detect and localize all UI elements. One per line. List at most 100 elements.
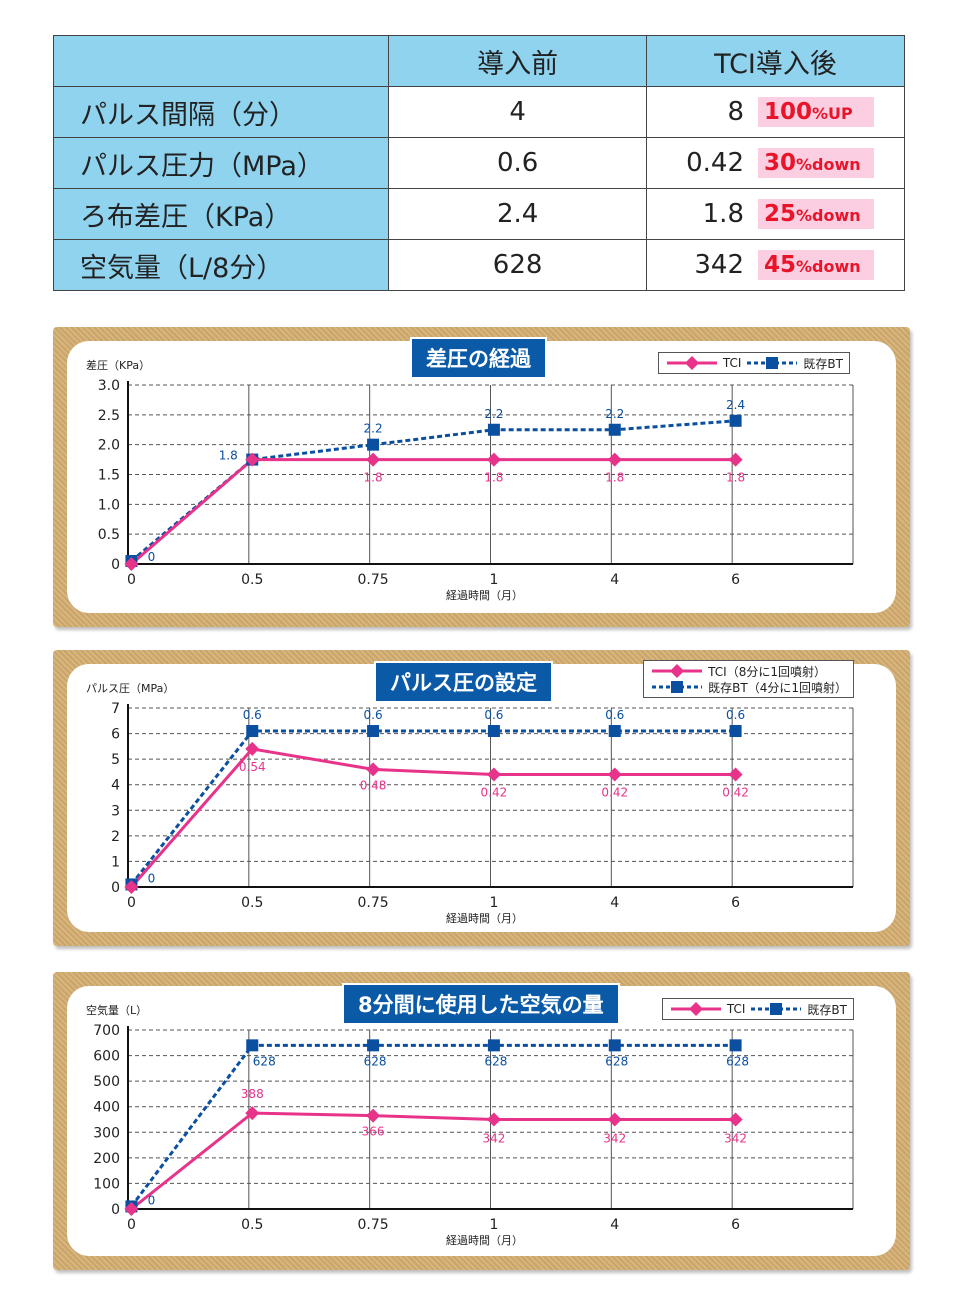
legend-marker-bt: [766, 357, 779, 369]
row-label: パルス圧力（MPa）: [52, 137, 390, 189]
y-tick-label: 6: [111, 727, 120, 743]
legend-marker-tci: [684, 356, 699, 370]
data-label-bt: 2.4: [726, 398, 745, 412]
table-header-before: 導入前: [388, 35, 648, 87]
value-after-cell: 1.8 25%down: [646, 188, 905, 240]
legend-tci-marker: [669, 1001, 723, 1017]
change-badge: 45%down: [758, 250, 874, 280]
data-point-tci: [486, 1112, 501, 1127]
chart-card: [67, 341, 896, 613]
x-tick-label: 0: [127, 895, 136, 911]
x-tick-label: 1: [489, 895, 498, 911]
data-label-tci: 1.8: [364, 471, 383, 485]
series-line-bt: [130, 1043, 736, 1208]
y-tick-label: 1.5: [98, 468, 120, 484]
data-label-tci: 388: [241, 1087, 264, 1101]
series-line-tci: [130, 1111, 736, 1211]
y-tick-label: 400: [93, 1100, 120, 1116]
legend-marker-bt: [671, 681, 684, 693]
table-header-corner: [52, 35, 390, 87]
data-point-tci: [245, 452, 260, 467]
value-before: 0.6: [388, 137, 648, 189]
data-label-tci: 0.48: [360, 778, 387, 792]
x-tick-label: 0.75: [357, 895, 388, 911]
data-label-tci: 0.54: [239, 760, 266, 774]
table-header-row: 導入前 TCI導入後: [52, 35, 905, 87]
data-label-tci: 1.8: [726, 471, 745, 485]
chart-panel-pulse-pressure: パルス圧（MPa） 0 1 2 3 4 5 6 7 0 0.5 0.75 1 4 6 経過時間（月） 0 0.6 0…: [53, 650, 910, 946]
y-tick-label: 200: [93, 1151, 120, 1167]
comparison-table: 導入前 TCI導入後 パルス間隔（分） 4 8 100%UP パルス圧力（MPa…: [52, 35, 905, 291]
y-tick-label: 1.0: [98, 497, 120, 513]
data-point-bt: [246, 725, 259, 738]
x-axis-label: 経過時間（月）: [446, 912, 523, 925]
change-badge: 100%UP: [758, 97, 874, 127]
value-before: 2.4: [388, 188, 648, 240]
legend-tci-label: TCI（8分に1回噴射）: [708, 664, 826, 679]
legend-bt-marker: [650, 679, 704, 695]
chart-card: [67, 986, 896, 1256]
table-row: パルス間隔（分） 4 8 100%UP: [52, 86, 905, 138]
table-row: ろ布差圧（KPa） 2.4 1.8 25%down: [52, 188, 905, 240]
data-label-bt: 628: [253, 1054, 276, 1068]
value-before: 4: [388, 86, 648, 138]
x-tick-label: 0.75: [357, 572, 388, 588]
legend-bt-label: 既存BT: [803, 356, 843, 371]
data-label-bt: 2.2: [364, 422, 383, 436]
chart-legend: TCI 既存BT: [661, 998, 854, 1020]
chart-svg: 空気量（L） 0 100 200 300 400 500 600 700 0 0.5 0.75 1 4 6 経…: [86, 1003, 854, 1247]
y-tick-label: 7: [111, 701, 120, 717]
y-tick-label: 100: [93, 1176, 120, 1192]
chart-svg: パルス圧（MPa） 0 1 2 3 4 5 6 7 0 0.5 0.75 1 4 6 経過時間（月） 0 0.6 0…: [86, 682, 854, 925]
value-after-cell: 0.42 30%down: [646, 137, 905, 189]
x-tick-label: 6: [731, 572, 740, 588]
data-label-bt: 628: [484, 1054, 507, 1068]
data-label-bt: 0.6: [726, 708, 745, 722]
x-tick-label: 6: [731, 1217, 740, 1233]
data-point-bt: [487, 1039, 500, 1052]
data-point-bt: [487, 725, 500, 738]
series-line-tci: [130, 747, 736, 888]
legend-marker-bt: [770, 1003, 783, 1015]
value-after: 0.42: [686, 148, 744, 178]
row-label: ろ布差圧（KPa）: [52, 188, 390, 240]
data-label-bt: 0: [148, 550, 156, 564]
x-axis-label: 経過時間（月）: [446, 1234, 523, 1247]
data-label-bt: 628: [364, 1054, 387, 1068]
y-tick-label: 600: [93, 1049, 120, 1065]
legend-bt-marker: [745, 355, 799, 371]
data-label-tci: 366: [362, 1125, 385, 1139]
data-label-bt: 1.8: [219, 449, 238, 463]
x-tick-label: 0.75: [357, 1217, 388, 1233]
y-tick-label: 2: [111, 829, 120, 845]
chart-title: 差圧の経過: [410, 337, 547, 379]
series-line-tci: [130, 458, 736, 566]
data-label-tci: 342: [482, 1132, 505, 1146]
x-tick-label: 0.5: [241, 895, 263, 911]
data-point-bt: [729, 1039, 742, 1052]
value-after-cell: 8 100%UP: [646, 86, 905, 138]
data-label-bt: 0: [148, 871, 156, 885]
legend-bt-label: 既存BT（4分に1回噴射）: [708, 680, 847, 695]
value-after: 8: [727, 97, 744, 127]
data-label-tci: 0.42: [481, 785, 508, 799]
value-before: 628: [388, 239, 648, 291]
data-point-bt: [608, 725, 621, 738]
data-point-bt: [246, 1039, 259, 1052]
data-label-bt: 0.6: [605, 708, 624, 722]
data-point-tci: [486, 767, 501, 782]
series-line-bt: [130, 729, 736, 886]
y-axis-label: パルス圧（MPa）: [86, 682, 174, 695]
chart-svg: 差圧（KPa） 0 0.5 1.0 1.5 2.0 2.5 3.0 0 0.5 0.75 1 4 6 経過時…: [86, 358, 854, 602]
data-point-tci: [245, 1106, 260, 1121]
y-axis-label: 差圧（KPa）: [86, 358, 150, 372]
data-label-tci: 342: [603, 1132, 626, 1146]
y-tick-label: 1: [111, 854, 120, 870]
chart-legend: TCI（8分に1回噴射） 既存BT（4分に1回噴射）: [643, 660, 854, 698]
data-point-tci: [728, 452, 743, 467]
data-label-bt: 0.6: [484, 708, 503, 722]
x-tick-label: 1: [489, 1217, 498, 1233]
x-tick-label: 4: [610, 1217, 619, 1233]
x-tick-label: 0: [127, 572, 136, 588]
y-tick-label: 0: [111, 1202, 120, 1218]
